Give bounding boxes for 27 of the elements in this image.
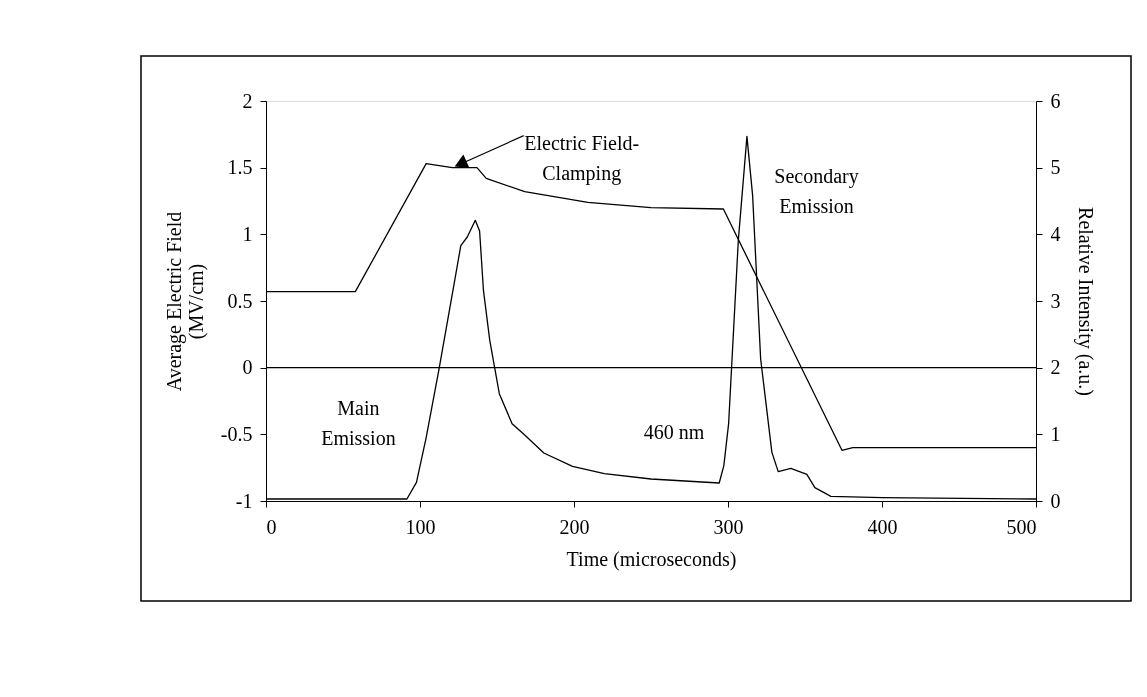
x-tick-label: 200 <box>559 515 590 538</box>
x-tick-label: 400 <box>867 515 898 538</box>
y2-tick-label: 2 <box>1050 356 1061 379</box>
annotation: Main Emission <box>321 397 396 449</box>
y-tick-label: -0.5 <box>220 422 253 445</box>
y2-tick-label: 1 <box>1050 422 1061 445</box>
y2-axis-title: Relative Intensity (a.u.) <box>1073 207 1097 396</box>
y-tick-label: 2 <box>242 89 253 112</box>
y2-tick-label: 6 <box>1050 89 1061 112</box>
x-tick-label: 0 <box>266 515 277 538</box>
y-tick-label: 0.5 <box>227 289 253 312</box>
y2-tick-label: 4 <box>1050 222 1061 245</box>
annotation: 460 nm <box>643 421 705 443</box>
y-tick-label: -1 <box>235 489 253 512</box>
y-tick-label: 1 <box>242 222 253 245</box>
x-tick-label: 100 <box>405 515 436 538</box>
y-axis-title: Average Electric Field (MV/cm) <box>162 211 208 392</box>
annotation: Electric Field- Clamping <box>524 131 640 185</box>
annotation: Secondary Emission <box>774 165 859 217</box>
x-tick-label: 500 <box>1006 515 1037 538</box>
x-tick-label: 300 <box>713 515 744 538</box>
y2-tick-label: 3 <box>1050 289 1061 312</box>
y2-tick-label: 5 <box>1050 156 1061 179</box>
y2-tick-label: 0 <box>1050 489 1061 512</box>
x-axis-title: Time (microseconds) <box>566 547 737 571</box>
y-tick-label: 1.5 <box>227 156 253 179</box>
y-tick-label: 0 <box>242 356 253 379</box>
